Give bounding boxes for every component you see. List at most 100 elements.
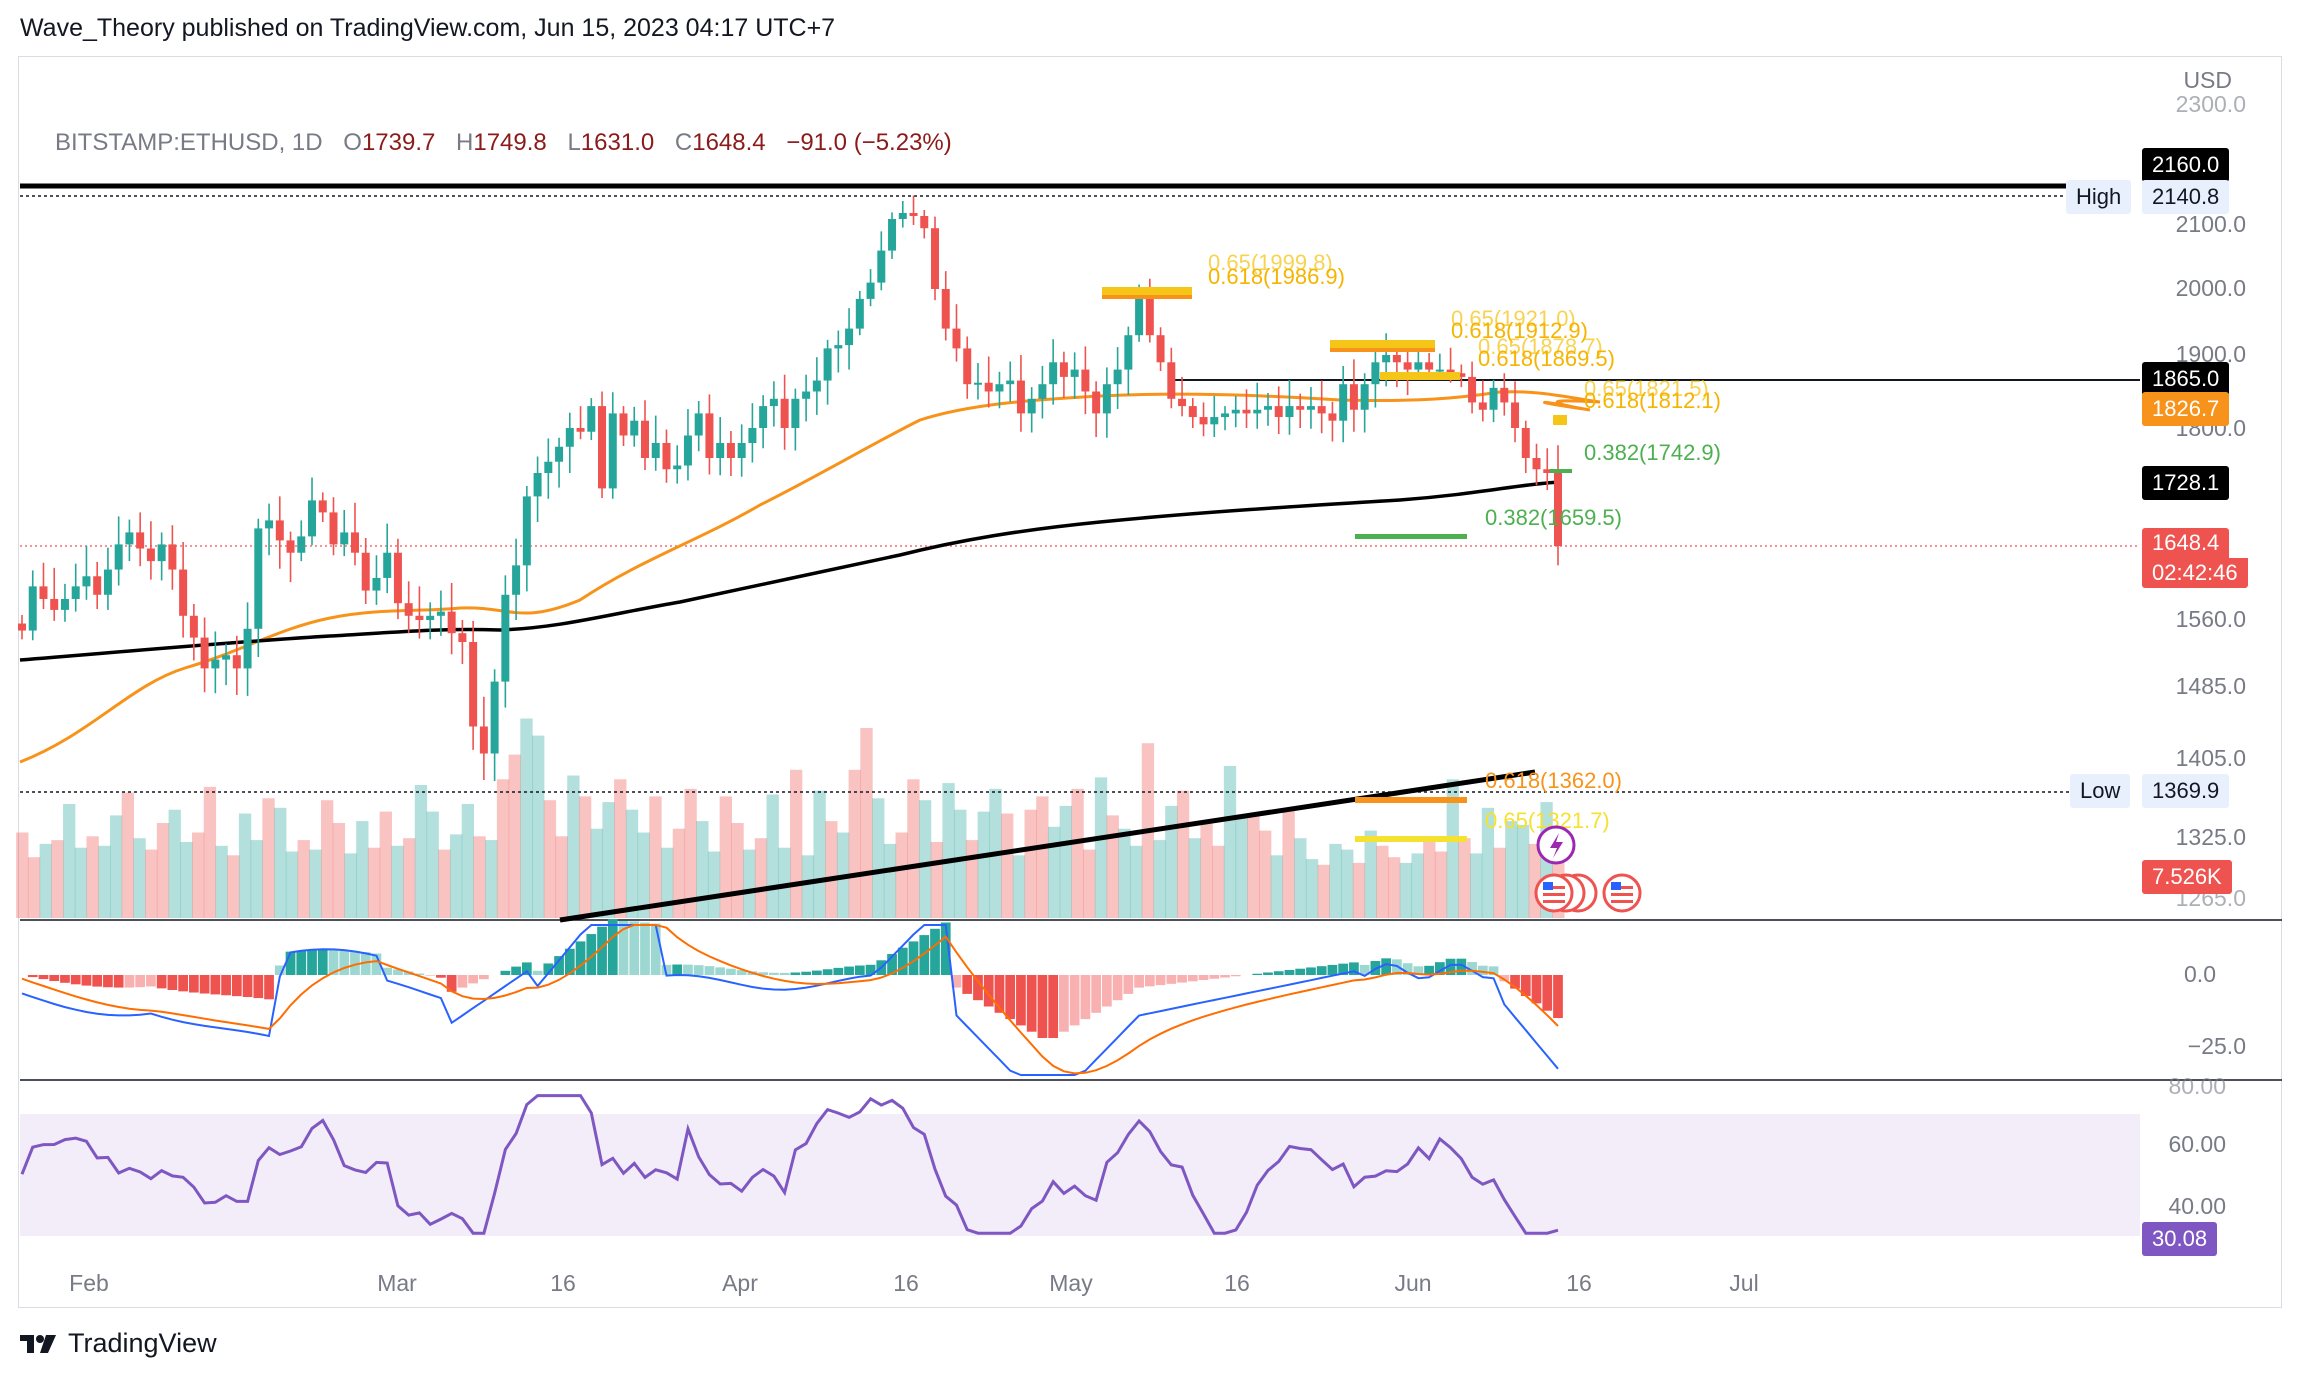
macd-histogram-bar: [1520, 975, 1531, 996]
ema200-line[interactable]: [19, 480, 1561, 662]
ohlc-legend: BITSTAMP:ETHUSD, 1D O1739.7 H1749.8 L163…: [55, 129, 952, 157]
macd-histogram-bar: [586, 934, 597, 975]
candle: [254, 518, 263, 657]
macd-histogram-bar: [1187, 975, 1198, 982]
candle: [1221, 406, 1230, 431]
macd-histogram-bar: [683, 964, 693, 975]
candle: [651, 415, 660, 471]
candle: [1478, 380, 1487, 422]
countdown-badge: 02:42:46: [2142, 558, 2248, 588]
us-flag-event-icon[interactable]: [1534, 873, 1598, 913]
symbol-label[interactable]: BITSTAMP:ETHUSD, 1D: [55, 129, 323, 156]
last-price-badge: 1648.4: [2142, 528, 2230, 558]
candle: [1328, 401, 1337, 442]
publisher-line: Wave_Theory published on TradingView.com…: [20, 14, 836, 42]
volume-bar: [1399, 862, 1413, 918]
volume-bar: [485, 840, 498, 918]
volume-bar: [895, 832, 908, 918]
candle: [60, 583, 69, 622]
macd-histogram-bar: [930, 928, 940, 975]
macd-histogram-bar: [414, 973, 425, 975]
volume-bar: [860, 728, 873, 918]
volume-bar: [1282, 809, 1295, 918]
macd-histogram-bar: [1155, 975, 1166, 986]
macd-histogram-bar: [1327, 964, 1338, 975]
volume-bar: [27, 857, 41, 918]
candle: [780, 374, 789, 450]
us-flag-event-icon[interactable]: [1602, 873, 1642, 913]
macd-histogram-bar: [618, 920, 629, 975]
volume-bar: [285, 851, 299, 918]
candle: [683, 409, 692, 481]
candle: [866, 269, 875, 307]
macd-histogram-bar: [844, 966, 854, 975]
open-label: O: [343, 129, 362, 156]
ema50-line[interactable]: [19, 390, 1601, 764]
volume-bar: [778, 847, 791, 918]
high-value: 1749.8: [473, 129, 547, 156]
volume-bar: [274, 807, 287, 918]
macd-histogram-bar: [1488, 966, 1499, 975]
macd-histogram-bar: [350, 951, 360, 975]
low-label: L: [567, 129, 581, 156]
close-value: 1648.4: [692, 129, 766, 156]
open-value: 1739.7: [361, 129, 436, 156]
volume-bar: [1294, 838, 1307, 918]
volume-bar: [1130, 845, 1143, 918]
signal-line[interactable]: [21, 924, 1559, 1075]
volume-bar: [227, 855, 240, 918]
macd-histogram-bar: [1048, 975, 1059, 1038]
macd-axis-tick: 0.0: [2184, 961, 2216, 987]
macd-histogram-bar: [264, 975, 274, 1000]
candle: [1339, 365, 1348, 443]
candle: [308, 477, 317, 546]
macd-histogram-bar: [962, 975, 973, 994]
candle: [222, 643, 231, 686]
candle: [1199, 402, 1208, 437]
volume-layer: [16, 718, 1565, 918]
change-value: −91.0 (−5.23%): [786, 129, 952, 156]
candle: [426, 602, 435, 640]
macd-histogram-bar: [1134, 975, 1144, 988]
time-axis-tick: Mar: [377, 1270, 417, 1296]
trendline[interactable]: [559, 769, 1536, 923]
volume-bar: [449, 834, 463, 918]
earnings-icon[interactable]: [1536, 825, 1576, 865]
volume-bar: [1024, 809, 1037, 918]
macd-histogram-bar: [650, 923, 661, 975]
volume-bar: [1188, 838, 1201, 918]
candle: [1489, 379, 1498, 423]
volume-bar: [707, 851, 721, 918]
macd-histogram-bar: [1531, 975, 1542, 1004]
macd-histogram-bar: [1144, 975, 1155, 987]
volume-bar: [379, 811, 392, 918]
volume-bar: [790, 769, 803, 918]
candle: [458, 620, 467, 664]
footer-brand[interactable]: TradingView: [20, 1328, 217, 1359]
volume-bar: [1329, 843, 1342, 918]
candle: [823, 339, 832, 405]
volume-bar: [1165, 805, 1178, 918]
macd-histogram-bar: [521, 962, 532, 975]
volume-bar: [1106, 815, 1119, 918]
rsi-line[interactable]: [20, 1094, 1559, 1235]
volume-bar: [156, 823, 170, 918]
rsi-axis-tick: 40.00: [2168, 1193, 2226, 1219]
volume-bar: [649, 796, 662, 918]
candle: [93, 561, 102, 610]
candle: [565, 412, 574, 473]
fib-label: 0.65(1878.7): [1478, 334, 1603, 359]
volume-bar: [426, 811, 439, 918]
macd-histogram-bar: [629, 921, 640, 975]
candle: [748, 403, 757, 463]
fib-label: 0.382(1659.5): [1485, 505, 1622, 530]
candle: [802, 374, 811, 422]
candle: [1500, 373, 1509, 416]
volume-bar: [696, 821, 709, 918]
candle: [1554, 445, 1562, 566]
candle: [211, 631, 220, 694]
macd-line[interactable]: [21, 924, 1559, 1076]
chart-frame[interactable]: BITSTAMP:ETHUSD, 1D O1739.7 H1749.8 L163…: [18, 56, 2282, 1308]
candle: [1102, 367, 1111, 438]
